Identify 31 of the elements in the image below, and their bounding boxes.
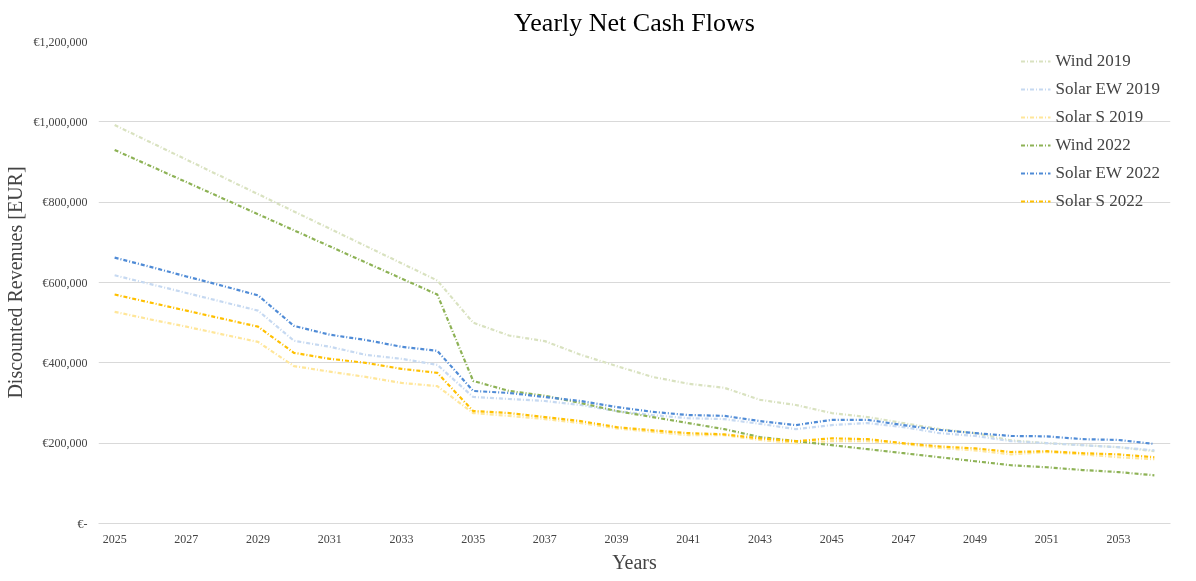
x-tick-label: 2039 [604,531,629,546]
legend-label: Solar EW 2022 [1055,163,1160,183]
y-tick-label: €800,000 [42,195,88,210]
y-tick-label: €600,000 [42,275,88,290]
x-tick-label: 2041 [676,531,701,546]
x-tick-label: 2053 [1106,531,1131,546]
x-tick-label: 2029 [246,531,271,546]
y-tick-label: €- [77,516,88,531]
x-tick-label: 2035 [461,531,486,546]
x-tick-label: 2027 [174,531,199,546]
y-tick-label: €200,000 [42,436,88,451]
legend-label: Solar S 2019 [1055,107,1144,127]
legend-label: Solar S 2022 [1055,191,1144,211]
legend-label: Wind 2022 [1055,135,1131,155]
x-tick-label: 2031 [317,531,342,546]
legend-label: Solar EW 2019 [1055,79,1160,99]
x-tick-label: 2045 [819,531,844,546]
chart-title: Yearly Net Cash Flows [514,7,755,37]
legend-label: Wind 2019 [1055,51,1131,71]
x-tick-label: 2047 [891,531,916,546]
y-tick-label: €400,000 [42,355,88,370]
x-tick-label: 2051 [1034,531,1059,546]
y-tick-label: €1,000,000 [33,114,88,129]
y-axis-title: Discounted Revenues [EUR] [3,166,26,399]
x-axis-title: Years [612,550,658,573]
y-tick-label: €1,200,000 [33,34,88,49]
x-tick-label: 2025 [102,531,127,546]
x-tick-label: 2049 [963,531,988,546]
x-tick-label: 2037 [532,531,557,546]
x-tick-label: 2043 [747,531,772,546]
x-tick-label: 2033 [389,531,414,546]
